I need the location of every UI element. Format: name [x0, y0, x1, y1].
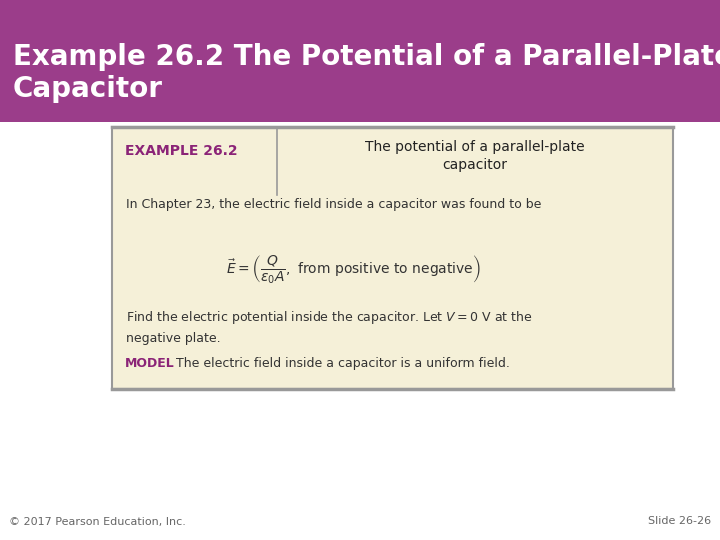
Text: © 2017 Pearson Education, Inc.: © 2017 Pearson Education, Inc.: [9, 516, 186, 526]
Text: MODEL: MODEL: [125, 357, 174, 370]
Text: Example 26.2 The Potential of a Parallel-Plate: Example 26.2 The Potential of a Parallel…: [13, 43, 720, 71]
Text: The electric field inside a capacitor is a uniform field.: The electric field inside a capacitor is…: [176, 357, 510, 370]
Text: EXAMPLE 26.2: EXAMPLE 26.2: [125, 144, 237, 158]
Text: capacitor: capacitor: [443, 158, 508, 172]
Text: The potential of a parallel-plate: The potential of a parallel-plate: [366, 140, 585, 154]
Text: $\vec{E} = \left(\dfrac{Q}{\epsilon_0 A},\ \mathrm{from\ positive\ to\ negative}: $\vec{E} = \left(\dfrac{Q}{\epsilon_0 A}…: [225, 253, 480, 286]
FancyBboxPatch shape: [112, 127, 673, 389]
FancyBboxPatch shape: [0, 0, 720, 122]
Text: In Chapter 23, the electric field inside a capacitor was found to be: In Chapter 23, the electric field inside…: [126, 198, 541, 211]
Text: Find the electric potential inside the capacitor. Let $V = 0$ V at the
negative : Find the electric potential inside the c…: [126, 309, 533, 345]
Text: Capacitor: Capacitor: [13, 75, 163, 103]
Text: Slide 26-26: Slide 26-26: [648, 516, 711, 526]
